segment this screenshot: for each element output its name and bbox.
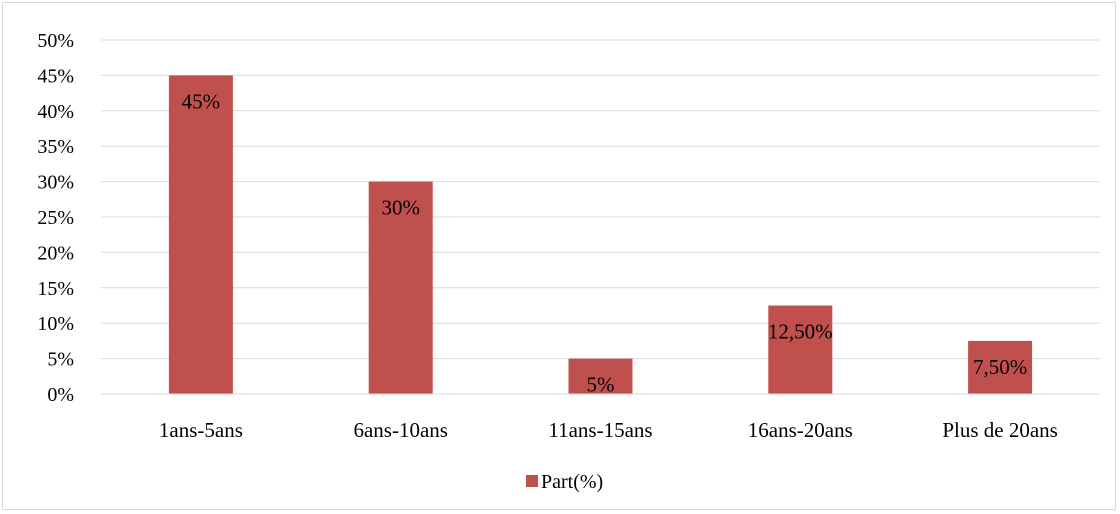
y-tick-label: 35% xyxy=(37,136,74,158)
y-tick-label: 50% xyxy=(37,30,74,52)
data-label: 12,50% xyxy=(768,320,833,344)
data-label: 45% xyxy=(182,89,221,113)
y-tick-label: 30% xyxy=(37,172,74,194)
bar xyxy=(568,358,633,394)
data-labels: 45% 30% 5% 12,50% 7,50% xyxy=(182,89,1028,396)
legend-swatch xyxy=(526,475,538,487)
bar xyxy=(768,305,833,394)
y-tick-label: 40% xyxy=(37,101,74,123)
bars xyxy=(168,75,1033,395)
data-label: 30% xyxy=(381,196,420,220)
x-category-label: Plus de 20ans xyxy=(942,418,1058,442)
legend: Part(%) xyxy=(526,471,603,493)
y-axis-ticks: 0% 5% 10% 15% 20% 25% 30% 35% 40% 45% 50% xyxy=(37,30,74,406)
bar xyxy=(968,340,1033,394)
y-tick-label: 0% xyxy=(47,384,74,406)
bar xyxy=(368,181,433,394)
y-tick-label: 20% xyxy=(37,242,74,264)
gridlines xyxy=(101,39,1100,360)
y-tick-label: 10% xyxy=(37,313,74,335)
data-label: 5% xyxy=(587,373,615,397)
y-tick-label: 15% xyxy=(37,278,74,300)
legend-label: Part(%) xyxy=(541,471,603,493)
y-tick-label: 5% xyxy=(47,349,74,371)
bar xyxy=(168,75,233,395)
y-tick-label: 45% xyxy=(37,65,74,87)
y-tick-label: 25% xyxy=(37,207,74,229)
data-label: 7,50% xyxy=(973,355,1027,379)
x-category-label: 6ans-10ans xyxy=(353,418,447,442)
x-axis-labels: 1ans-5ans 6ans-10ans 11ans-15ans 16ans-20an… xyxy=(159,418,1058,442)
x-category-label: 11ans-15ans xyxy=(548,418,652,442)
x-category-label: 16ans-20ans xyxy=(748,418,853,442)
x-category-label: 1ans-5ans xyxy=(159,418,243,442)
